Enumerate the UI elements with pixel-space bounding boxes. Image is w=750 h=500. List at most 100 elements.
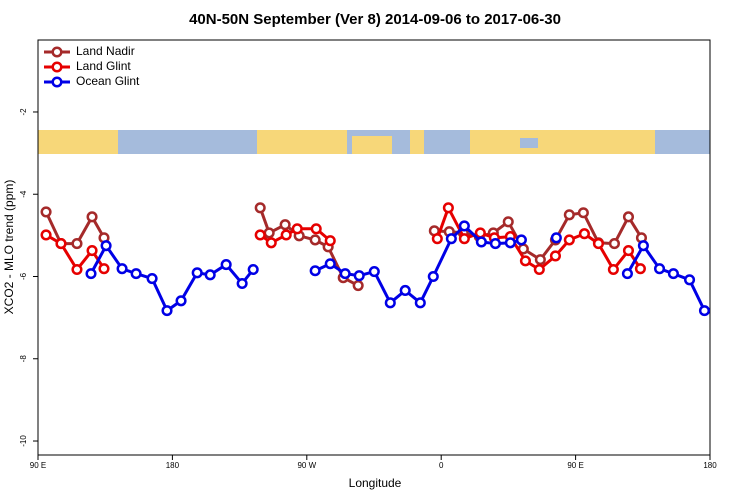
data-point: [204, 269, 216, 281]
y-axis-label: XCO2 - MLO trend (ppm): [2, 180, 16, 315]
data-point: [563, 234, 575, 246]
land-band: [38, 130, 118, 154]
data-point: [502, 216, 514, 228]
data-point: [634, 263, 646, 275]
data-point: [698, 305, 711, 317]
data-point: [254, 202, 266, 214]
data-point: [368, 266, 380, 278]
data-point: [254, 229, 266, 241]
data-point: [563, 209, 575, 221]
data-point: [161, 305, 173, 317]
legend-label: Ocean Glint: [76, 74, 140, 88]
x-tick-label: 180: [166, 461, 180, 470]
data-point: [116, 263, 128, 275]
x-tick-label: 90 E: [30, 461, 46, 470]
data-point: [608, 238, 620, 250]
data-point: [458, 220, 470, 232]
legend-marker: [51, 76, 63, 88]
data-point: [519, 255, 531, 267]
data-point: [324, 235, 336, 247]
data-point: [399, 284, 411, 297]
data-point: [175, 295, 187, 307]
land-band: [352, 136, 392, 154]
data-point: [236, 277, 248, 290]
x-axis-label: Longitude: [349, 476, 402, 490]
data-point: [683, 274, 696, 286]
data-point: [577, 207, 589, 219]
legend-marker: [51, 61, 63, 73]
x-tick-label: 90 W: [297, 461, 316, 470]
data-point: [86, 245, 98, 257]
land-band: [257, 130, 347, 154]
data-point: [621, 268, 633, 280]
data-point: [550, 232, 562, 244]
data-point: [474, 227, 486, 239]
y-tick-label: -10: [19, 435, 28, 447]
data-point: [534, 254, 546, 266]
data-point: [280, 229, 292, 241]
data-point: [384, 297, 396, 309]
x-tick-label: 90 E: [567, 461, 583, 470]
data-point: [146, 273, 158, 285]
data-point: [71, 263, 83, 276]
data-point: [515, 234, 527, 246]
data-point: [265, 237, 277, 249]
data-point: [309, 234, 321, 246]
data-point: [130, 268, 142, 280]
data-point: [98, 263, 110, 275]
y-tick-label: -6: [19, 272, 28, 280]
data-point: [414, 297, 426, 309]
data-point: [458, 233, 470, 245]
data-point: [431, 233, 443, 245]
data-point: [309, 265, 321, 277]
data-point: [310, 223, 322, 235]
data-point: [279, 219, 291, 231]
chart-title: 40N-50N September (Ver 8) 2014-09-06 to …: [189, 11, 561, 28]
y-tick-label: -8: [19, 355, 28, 363]
data-point: [40, 229, 52, 241]
data-point: [653, 263, 666, 275]
data-point: [100, 240, 112, 252]
data-point: [353, 270, 365, 282]
data-point: [475, 236, 487, 248]
land-band: [470, 130, 655, 154]
data-point: [549, 250, 561, 262]
data-point: [622, 211, 635, 223]
plot-frame: [37, 39, 711, 456]
y-tick-label: -2: [19, 108, 28, 116]
data-point: [533, 263, 545, 276]
data-point: [427, 270, 439, 283]
x-tick-label: 180: [703, 461, 717, 470]
data-point: [247, 263, 259, 276]
data-point: [442, 202, 454, 214]
legend-marker: [51, 46, 63, 58]
data-point: [622, 245, 635, 257]
data-point: [667, 268, 679, 280]
data-point: [578, 228, 590, 240]
data-point: [324, 258, 336, 270]
data-point: [40, 206, 52, 218]
data-point: [85, 268, 97, 280]
data-point: [339, 268, 351, 280]
ocean-band: [520, 138, 538, 148]
data-point: [504, 237, 516, 249]
data-point: [607, 263, 619, 276]
legend-label: Land Glint: [76, 59, 131, 73]
data-point: [263, 227, 275, 239]
data-point: [71, 238, 83, 250]
data-point: [637, 240, 649, 252]
data-point: [55, 238, 67, 250]
land-band: [410, 130, 424, 154]
legend-label: Land Nadir: [76, 44, 135, 58]
data-point: [445, 233, 457, 245]
x-tick-label: 0: [439, 461, 444, 470]
y-tick-label: -4: [19, 190, 28, 198]
data-point: [291, 223, 303, 235]
data-point: [191, 267, 203, 279]
data-point: [352, 279, 364, 292]
data-point: [592, 238, 604, 250]
data-point: [220, 259, 232, 271]
data-point: [489, 238, 501, 250]
